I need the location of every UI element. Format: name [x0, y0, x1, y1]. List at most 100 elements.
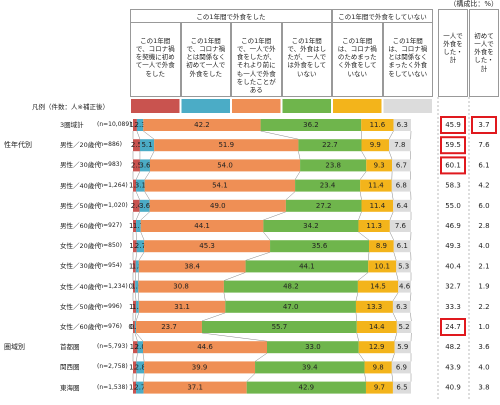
- bar-segment: [136, 300, 139, 313]
- bar-segment: [139, 199, 150, 212]
- totals-value: 1.0: [478, 323, 489, 331]
- bar-segment: [133, 260, 136, 273]
- bar-segment: [149, 159, 301, 172]
- connector-line: [393, 252, 397, 261]
- value-label: 42.2: [194, 121, 210, 129]
- connector-line: [392, 292, 399, 301]
- value-label: 23.4: [320, 182, 336, 190]
- value-label: 23.8: [325, 161, 341, 169]
- value-label: 49.0: [210, 202, 226, 210]
- row-label: 女性／60歳代: [60, 323, 101, 331]
- row-label: 男性／20歳代: [60, 141, 101, 150]
- bar-segment: [139, 139, 155, 152]
- bar-segment: [138, 300, 226, 313]
- bar-segment: [154, 139, 299, 152]
- connector-line: [391, 373, 394, 382]
- value-label: 4.6: [399, 283, 411, 291]
- sample-size: (n=996): [97, 302, 122, 310]
- bar-segment: [133, 199, 140, 212]
- bar-segment: [389, 139, 411, 152]
- value-label: 2.8: [135, 363, 146, 371]
- value-label: 1.1: [132, 262, 143, 270]
- connector-line: [134, 312, 137, 322]
- totals-header: 一人で外食をした・計: [438, 9, 468, 97]
- value-label: 11.4: [370, 202, 386, 210]
- bar-segment: [255, 361, 365, 374]
- bar-segment: [396, 321, 412, 333]
- connector-line: [135, 211, 140, 221]
- column-header: この1年間で、一人で外食をしたが、それより前にも一人で外食をしたことがある: [231, 23, 282, 97]
- bar-segment: [358, 220, 390, 232]
- totals-value: 55.0: [445, 202, 461, 210]
- value-label: 36.2: [303, 121, 319, 129]
- value-label: 2.7: [134, 384, 145, 392]
- connector-line: [144, 191, 150, 200]
- sample-size: (n=927): [97, 222, 122, 229]
- value-label: 6.4: [397, 202, 409, 210]
- totals-value: 46.9: [445, 222, 461, 230]
- value-label: 45.3: [199, 242, 215, 250]
- value-label: 1.1: [129, 222, 140, 230]
- connector-line: [294, 171, 301, 180]
- bar-segment: [143, 381, 247, 394]
- connector-line: [136, 130, 141, 140]
- bar-segment: [295, 179, 361, 192]
- connector-line: [358, 231, 370, 241]
- totals-value: 6.0: [478, 202, 489, 210]
- sample-size: (n=2,758): [97, 363, 128, 371]
- value-label: 5.2: [398, 323, 409, 331]
- totals-value: 40.4: [445, 262, 461, 270]
- value-label: 5.9: [397, 343, 408, 351]
- highlight-box: [440, 318, 466, 336]
- column-header: この1年間で、コロナ禍とは関係なく初めて一人で外食をした: [180, 23, 231, 97]
- value-label: 6.7: [396, 161, 407, 169]
- connector-line: [355, 292, 359, 301]
- row-label: 女性／40歳代: [60, 282, 101, 291]
- bar-segment: [270, 240, 370, 253]
- bar-segment: [133, 220, 137, 232]
- value-label: 11.3: [366, 222, 382, 230]
- value-label: 7.6: [395, 222, 407, 230]
- value-label: 2.0: [135, 343, 146, 351]
- connector-line: [260, 130, 299, 140]
- connector-line: [254, 352, 268, 362]
- connector-line: [134, 272, 137, 281]
- connector-line: [358, 353, 365, 362]
- totals-value: 3.7: [478, 121, 489, 129]
- highlight-box: [471, 116, 497, 134]
- value-label: 44.1: [194, 222, 210, 230]
- totals-value: 4.0: [478, 242, 489, 250]
- bar-segment: [392, 159, 411, 172]
- connector-line: [263, 211, 286, 221]
- bar-segment: [144, 361, 256, 374]
- connector-line: [391, 353, 395, 362]
- bar-segment: [285, 199, 362, 212]
- bar-segment: [393, 240, 411, 253]
- bar-segment: [133, 119, 137, 131]
- sample-size: (n=886): [97, 141, 122, 149]
- connector-line: [358, 211, 362, 221]
- bar-segment: [298, 139, 362, 152]
- column-header: この1年間は、コロナ禍のためまったく外食をしていない: [332, 23, 383, 97]
- value-label: 47.0: [283, 303, 299, 311]
- connector-line: [143, 130, 155, 140]
- connector-line: [298, 151, 301, 160]
- value-label: 9.3: [374, 161, 385, 169]
- bar-segment: [266, 341, 359, 354]
- connector-line: [201, 312, 226, 322]
- row-label: 男性／60歳代: [60, 222, 101, 230]
- bar-segment: [300, 159, 367, 172]
- column-header: この1年間で、外食はしたが、一人では外食をしていない: [281, 23, 332, 97]
- bar-segment: [136, 240, 145, 253]
- value-label: 1.1: [129, 182, 140, 190]
- totals-value: 4.0: [478, 363, 489, 371]
- bar-segment: [260, 119, 362, 131]
- value-label: 1.2: [129, 363, 140, 371]
- value-label: 0.7: [128, 323, 139, 331]
- connector-line: [367, 252, 370, 261]
- sample-size: (n=1,234): [97, 282, 128, 290]
- connector-line: [136, 353, 138, 362]
- legend-title: 凡例（件数：人※補正後）: [32, 103, 109, 111]
- connector-line: [285, 191, 296, 200]
